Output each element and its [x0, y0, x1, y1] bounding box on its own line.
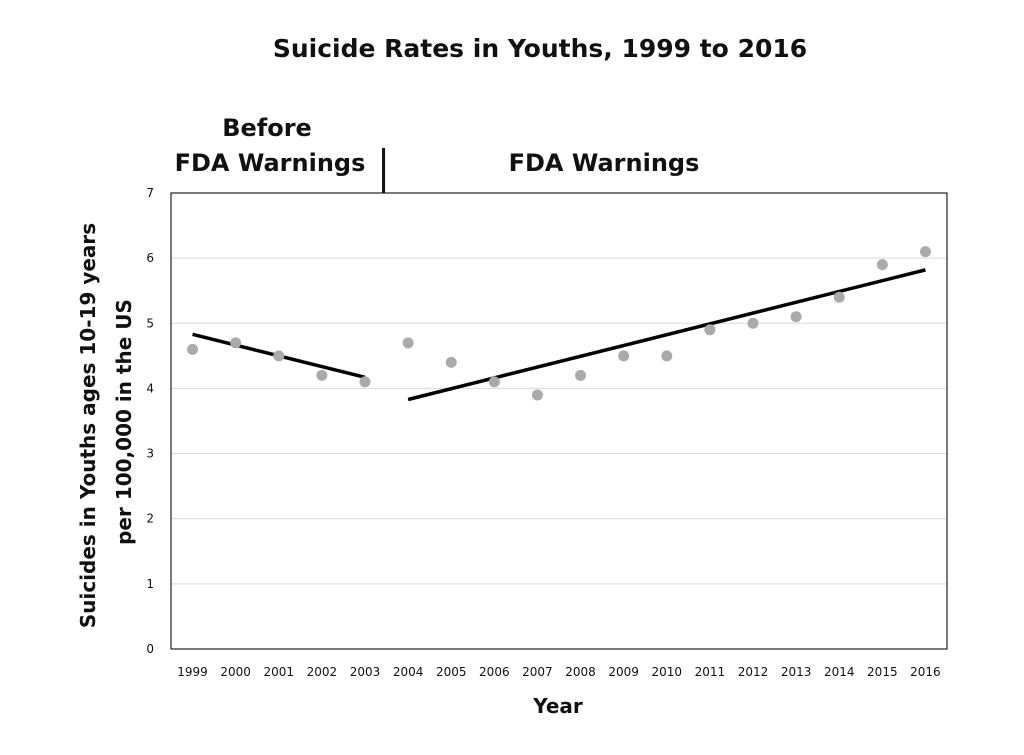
x-tick-label: 2010: [652, 665, 683, 679]
data-point: [488, 376, 500, 388]
y-tick-label: 1: [146, 577, 154, 591]
data-point: [187, 343, 199, 355]
x-tick-label: 2001: [264, 665, 295, 679]
chart-title: Suicide Rates in Youths, 1999 to 2016: [272, 34, 808, 63]
y-tick-label: 2: [146, 512, 154, 526]
annotation-before-line2: FDA Warnings: [175, 149, 366, 177]
gridlines: [171, 257, 947, 585]
x-tick-label: 2005: [436, 665, 467, 679]
x-tick-label: 2000: [220, 665, 251, 679]
y-tick-label: 0: [146, 642, 154, 656]
x-tick-label: 1999: [177, 665, 208, 679]
annotation-before-line1: Before: [222, 114, 312, 142]
x-tick-label: 2008: [565, 665, 596, 679]
data-point: [531, 389, 543, 401]
y-axis-ticks: 0 1 2 3 4 5 6 7: [146, 186, 154, 656]
data-point: [575, 369, 587, 381]
x-tick-label: 2013: [781, 665, 812, 679]
x-tick-label: 2002: [307, 665, 338, 679]
trendlines: [192, 268, 926, 402]
x-tick-label: 2016: [910, 665, 941, 679]
x-tick-label: 2014: [824, 665, 855, 679]
x-axis-ticks: 1999 2000 2001 2002 2003 2004 2005 2006 2007 2008…: [177, 665, 940, 679]
x-tick-label: 2009: [608, 665, 639, 679]
y-tick-label: 6: [146, 251, 154, 265]
data-point: [402, 337, 414, 349]
trendline: [407, 268, 926, 402]
x-tick-label: 2011: [695, 665, 726, 679]
annotation-after: FDA Warnings: [509, 149, 700, 177]
y-tick-label: 4: [146, 381, 154, 395]
data-point: [704, 324, 716, 336]
data-point: [833, 291, 845, 303]
data-point: [618, 350, 630, 362]
y-tick-label: 5: [146, 316, 154, 330]
y-tick-label: 3: [146, 447, 154, 461]
x-tick-label: 2004: [393, 665, 424, 679]
data-point: [790, 311, 802, 323]
x-tick-label: 2006: [479, 665, 510, 679]
x-tick-label: 2007: [522, 665, 553, 679]
x-tick-label: 2012: [738, 665, 769, 679]
plot-area: [170, 192, 948, 650]
data-point: [316, 369, 328, 381]
data-point: [919, 246, 931, 258]
data-point: [273, 350, 285, 362]
data-point: [230, 337, 242, 349]
data-point: [876, 259, 888, 271]
y-tick-label: 7: [146, 186, 154, 200]
data-point: [359, 376, 371, 388]
x-tick-label: 2015: [867, 665, 898, 679]
x-tick-label: 2003: [350, 665, 381, 679]
data-point: [661, 350, 673, 362]
x-axis-label: Year: [532, 694, 583, 718]
y-axis-label-line2: per 100,000 in the US: [112, 299, 136, 545]
y-axis-label-line1: Suicides in Youths ages 10-19 years: [76, 223, 100, 628]
y-axis-label: Suicides in Youths ages 10-19 years per …: [76, 216, 136, 628]
data-point: [445, 356, 457, 368]
data-points: [187, 246, 931, 401]
data-point: [747, 317, 759, 329]
